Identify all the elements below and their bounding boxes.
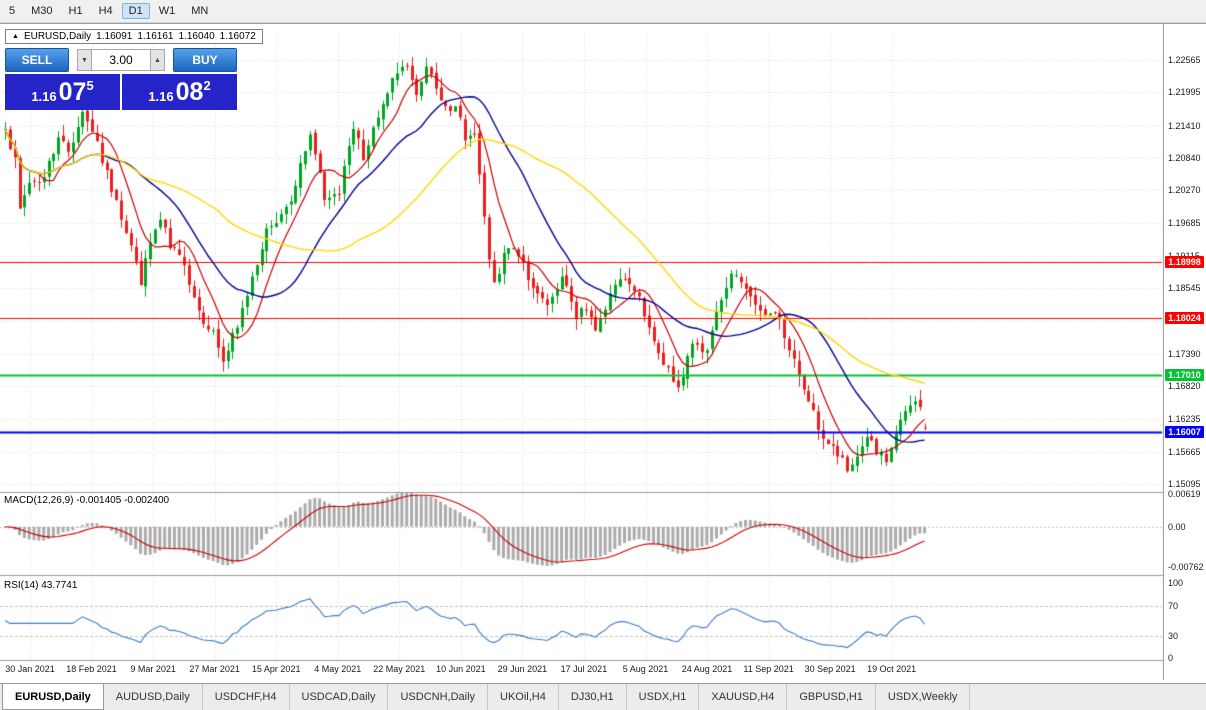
date-axis-label: 18 Feb 2021 (66, 664, 117, 674)
chart-tab-USDCHF-H4[interactable]: USDCHF,H4 (203, 684, 290, 710)
ohlc-high: 1.16161 (137, 31, 174, 42)
price-chart-canvas[interactable] (0, 24, 1164, 680)
timeframe-button-W1[interactable]: W1 (158, 5, 176, 17)
chart-window: ▲ EURUSD,Daily 1.16091 1.16161 1.16040 1… (0, 23, 1206, 683)
rsi-scale-label: 70 (1168, 600, 1179, 611)
sell-price-big: 07 (58, 77, 87, 106)
one-click-trading-panel: SELL ▼ ▲ BUY 1.16 07 5 1.16 08 2 (5, 48, 237, 110)
rsi-scale-label: 0 (1168, 653, 1174, 663)
timeframe-button-H1[interactable]: H1 (68, 5, 83, 17)
price-axis-label: 1.15095 (1168, 479, 1201, 489)
rsi-scale-label: 30 (1168, 630, 1179, 641)
macd-name: MACD(12,26,9) (4, 495, 74, 506)
price-axis-label: 1.18545 (1168, 283, 1201, 294)
chart-tab-AUDUSD-Daily[interactable]: AUDUSD,Daily (104, 684, 203, 710)
date-axis-label: 4 May 2021 (314, 664, 362, 674)
chart-tab-GBPUSD-H1[interactable]: GBPUSD,H1 (787, 684, 876, 710)
collapse-icon[interactable]: ▲ (12, 33, 19, 40)
price-axis-label: 1.19115 (1168, 251, 1200, 261)
price-axis-label: 1.16820 (1168, 381, 1201, 392)
macd-indicator-label: MACD(12,26,9) -0.001405 -0.002400 (4, 495, 169, 506)
date-axis-label: 10 Jun 2021 (436, 664, 486, 674)
chart-info-box: ▲ EURUSD,Daily 1.16091 1.16161 1.16040 1… (5, 29, 263, 44)
volume-increase-button[interactable]: ▲ (150, 49, 165, 71)
timeframe-button-M30[interactable]: M30 (31, 5, 53, 17)
chart-tab-UKOil-H4[interactable]: UKOil,H4 (488, 684, 559, 710)
price-axis-label: 1.20270 (1168, 185, 1201, 196)
price-axis-label: 1.21410 (1168, 120, 1201, 131)
price-line-badge: 1.17010 (1165, 369, 1204, 382)
buy-button[interactable]: BUY (173, 48, 237, 72)
ohlc-low: 1.16040 (178, 31, 215, 42)
chart-tab-EURUSD-Daily[interactable]: EURUSD,Daily (2, 684, 104, 710)
timeframe-button-5[interactable]: 5 (9, 5, 16, 17)
volume-input[interactable] (92, 49, 150, 71)
ohlc-open: 1.16091 (96, 31, 133, 42)
buy-price-big: 08 (175, 77, 204, 106)
rsi-indicator-label: RSI(14) 43.7741 (4, 580, 77, 591)
chart-tab-DJ30-H1[interactable]: DJ30,H1 (559, 684, 627, 710)
timeframe-button-MN[interactable]: MN (191, 5, 209, 17)
chart-tab-USDX-Weekly[interactable]: USDX,Weekly (876, 684, 971, 710)
macd-scale-label: 0.00 (1168, 521, 1186, 532)
sell-price-sup: 5 (86, 78, 94, 93)
date-axis-label: 30 Sep 2021 (804, 664, 856, 674)
chart-tab-XAUUSD-H4[interactable]: XAUUSD,H4 (699, 684, 788, 710)
date-axis-label: 30 Jan 2021 (5, 664, 55, 674)
date-axis-label: 24 Aug 2021 (681, 664, 733, 674)
chart-tab-USDCAD-Daily[interactable]: USDCAD,Daily (290, 684, 389, 710)
sell-button[interactable]: SELL (5, 48, 69, 72)
macd-scale-label: -0.00762 (1168, 562, 1204, 572)
date-axis-label: 17 Jul 2021 (560, 664, 608, 674)
macd-values: -0.001405 -0.002400 (76, 495, 170, 506)
date-axis-label: 11 Sep 2021 (743, 664, 794, 674)
rsi-value: 43.7741 (41, 580, 78, 591)
chart-tab-USDCNH-Daily[interactable]: USDCNH,Daily (388, 684, 489, 710)
date-axis-label: 29 Jun 2021 (497, 664, 548, 674)
date-axis-label: 9 Mar 2021 (130, 664, 176, 674)
date-axis-label: 27 Mar 2021 (189, 664, 240, 674)
timeframe-toolbar: 5 M30 H1 H4 D1 W1 MN (0, 0, 1206, 23)
chart-tab-bar: EURUSD,Daily AUDUSD,Daily USDCHF,H4 USDCAD,… (0, 683, 1206, 710)
timeframe-button-D1[interactable]: D1 (121, 3, 150, 19)
price-axis-label: 1.19685 (1168, 218, 1201, 229)
rsi-name: RSI(14) (4, 580, 39, 591)
price-axis-label: 1.16235 (1168, 414, 1201, 425)
price-line-badge: 1.18998 (1165, 256, 1204, 269)
date-axis-label: 22 May 2021 (373, 664, 426, 674)
price-axis-label: 1.15665 (1168, 446, 1201, 457)
rsi-scale-label: 100 (1168, 578, 1184, 588)
macd-scale-label: 0.00619 (1168, 489, 1201, 499)
price-axis[interactable]: 1.22565 1.21995 1.21410 1.20840 1.20270 1.196… (1164, 24, 1206, 680)
chart-symbol-label: EURUSD,Daily (23, 31, 92, 42)
ohlc-close: 1.16072 (219, 31, 256, 42)
date-axis-label: 19 Oct 2021 (867, 664, 917, 674)
price-line-badge: 1.18024 (1165, 311, 1204, 324)
sell-price-display[interactable]: 1.16 07 5 (5, 74, 120, 110)
date-axis-label: 15 Apr 2021 (251, 664, 301, 674)
price-axis-label: 1.20840 (1168, 152, 1201, 163)
sell-price-prefix: 1.16 (31, 89, 57, 104)
price-axis-label: 1.21995 (1168, 87, 1201, 98)
price-axis-label: 1.22565 (1168, 55, 1201, 65)
volume-decrease-button[interactable]: ▼ (77, 49, 92, 71)
price-line-badge: 1.16007 (1165, 426, 1204, 439)
time-axis[interactable]: 30 Jan 2021 18 Feb 2021 9 Mar 2021 27 Mar 2… (0, 662, 1164, 678)
date-axis-label: 5 Aug 2021 (622, 664, 669, 674)
price-axis-label: 1.17390 (1168, 348, 1201, 359)
buy-price-display[interactable]: 1.16 08 2 (122, 74, 237, 110)
buy-price-prefix: 1.16 (148, 89, 174, 104)
buy-price-sup: 2 (203, 78, 211, 93)
timeframe-button-H4[interactable]: H4 (98, 5, 113, 17)
chart-tab-USDX-H1[interactable]: USDX,H1 (627, 684, 700, 710)
